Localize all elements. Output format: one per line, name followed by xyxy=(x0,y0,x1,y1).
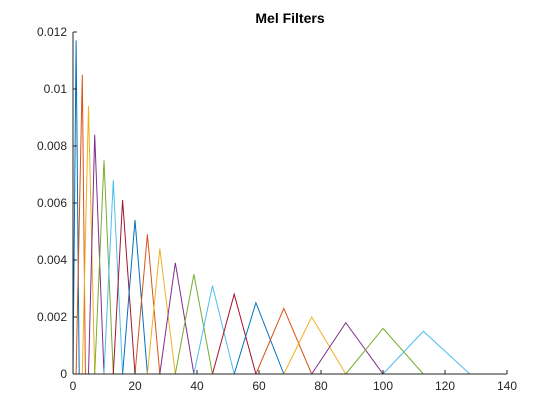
filter-series-12 xyxy=(174,274,213,375)
filter-series-14 xyxy=(212,292,257,375)
filter-series-17 xyxy=(283,315,347,375)
axes: 0 20 40 60 80 100 120 140 0 0.002 0.004 0.006 0.008 0… xyxy=(37,25,517,393)
filter-series-19 xyxy=(345,327,424,375)
filter-series-16 xyxy=(255,307,313,375)
x-tick-label: 140 xyxy=(497,379,517,393)
filter-series-13 xyxy=(193,285,235,375)
filter-series-6 xyxy=(103,180,124,375)
y-tick-label: 0.01 xyxy=(44,82,68,96)
y-tick-label: 0.002 xyxy=(37,310,67,324)
x-tick-label: 20 xyxy=(128,379,142,393)
filter-series-3 xyxy=(81,106,96,375)
x-tick-label: 40 xyxy=(190,379,204,393)
plot-area xyxy=(72,40,471,375)
x-tick-label: 100 xyxy=(373,379,393,393)
chart-title: Mel Filters xyxy=(255,10,324,26)
filter-series-20 xyxy=(382,330,471,375)
x-tick-label: 80 xyxy=(314,379,328,393)
filter-series-7 xyxy=(112,200,136,375)
filter-series-18 xyxy=(311,321,384,375)
y-tick-label: 0 xyxy=(60,367,67,381)
y-tick-label: 0.012 xyxy=(37,25,67,39)
filter-series-10 xyxy=(146,248,176,375)
y-tick-label: 0.006 xyxy=(37,196,67,210)
filter-series-9 xyxy=(134,234,161,375)
x-tick-label: 60 xyxy=(252,379,266,393)
filter-series-15 xyxy=(233,301,285,375)
filter-series-5 xyxy=(94,160,114,375)
y-tick-label: 0.004 xyxy=(37,253,67,267)
x-tick-label: 0 xyxy=(70,379,77,393)
filter-series-4 xyxy=(88,134,105,375)
x-tick-label: 120 xyxy=(435,379,455,393)
filter-series-11 xyxy=(159,262,195,375)
filter-series-8 xyxy=(122,220,148,375)
y-tick-label: 0.008 xyxy=(37,139,67,153)
